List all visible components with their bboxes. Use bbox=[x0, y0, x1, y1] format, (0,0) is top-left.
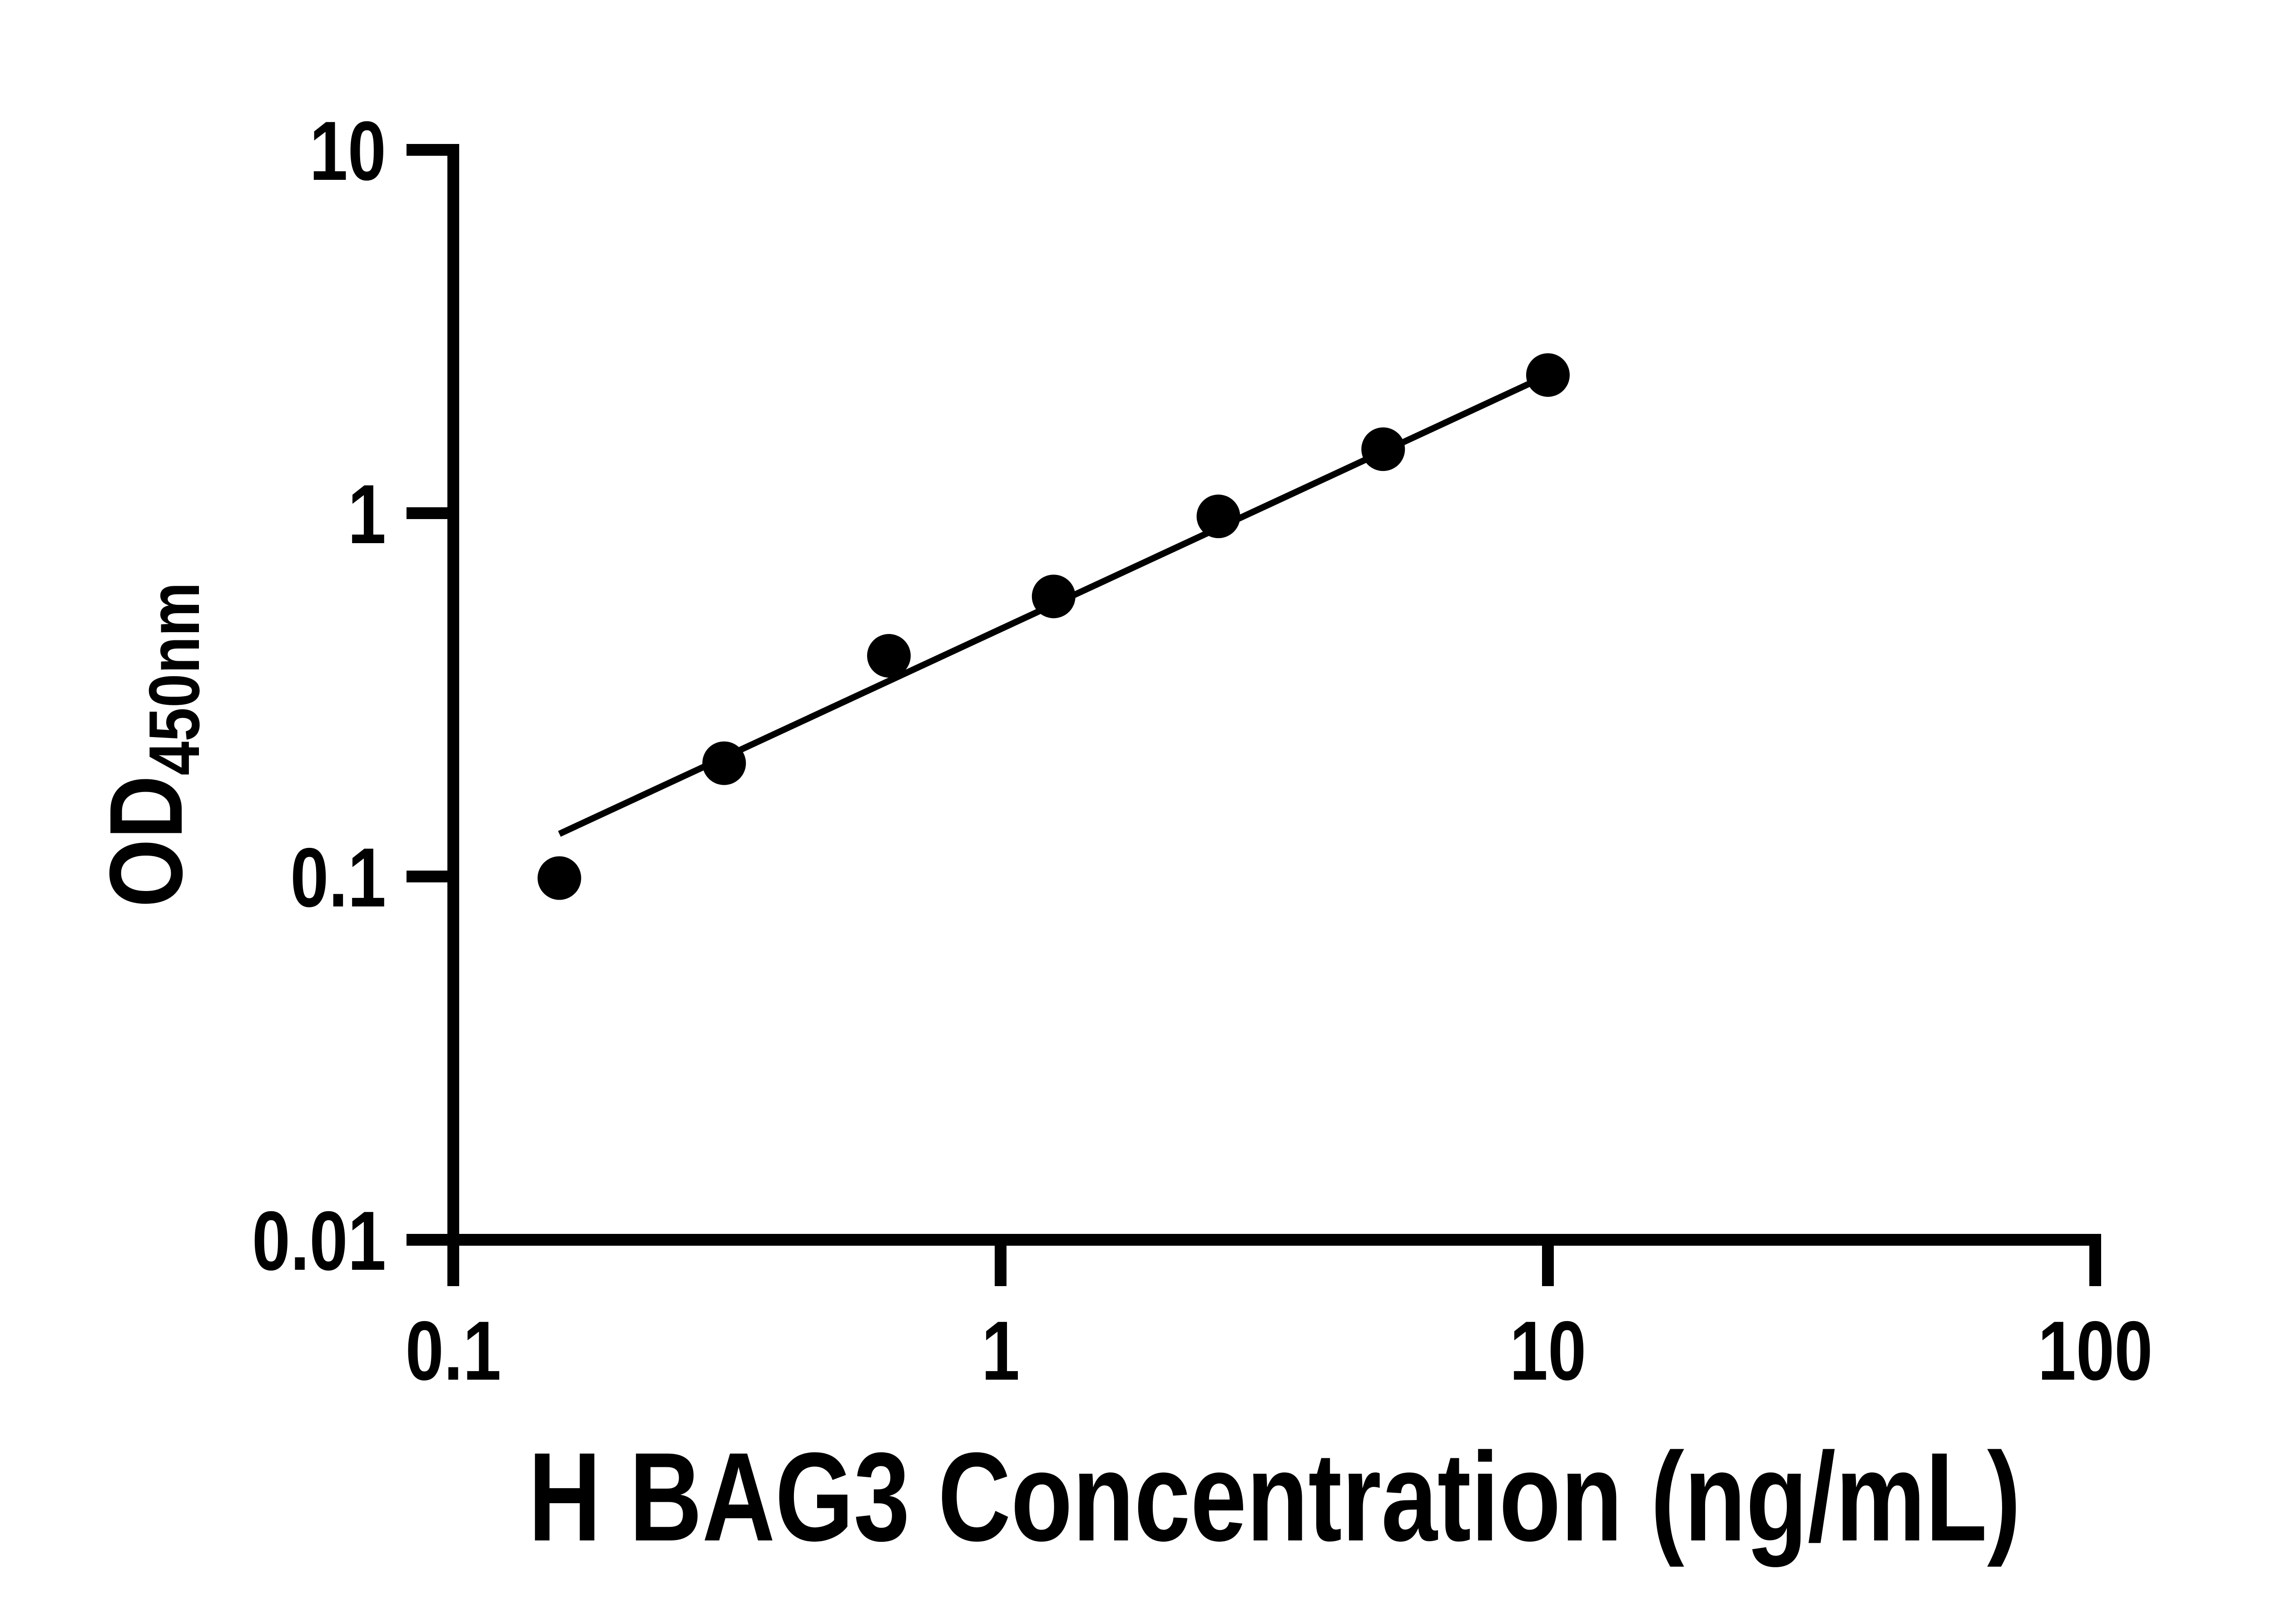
axes-layer bbox=[407, 144, 2101, 1286]
y-tick-label: 0.1 bbox=[290, 831, 386, 925]
y-tick-label: 0.01 bbox=[252, 1194, 386, 1288]
x-tick-label: 0.1 bbox=[406, 1304, 501, 1398]
y-axis-title: OD450nm bbox=[88, 582, 214, 907]
x-tick-label: 10 bbox=[1510, 1304, 1587, 1398]
y-tick-label: 1 bbox=[348, 467, 386, 561]
data-layer bbox=[537, 353, 1570, 900]
data-point bbox=[1031, 574, 1076, 619]
x-axis-title: H BAG3 Concentration (ng/mL) bbox=[528, 1426, 2021, 1567]
x-tick-label: 1 bbox=[982, 1304, 1020, 1398]
y-axis-title-main: OD bbox=[88, 775, 203, 907]
y-axis-title-subscript: 450nm bbox=[134, 582, 215, 775]
data-point bbox=[1526, 353, 1570, 397]
data-point bbox=[867, 634, 911, 678]
y-tick-label: 10 bbox=[309, 104, 386, 198]
data-point bbox=[702, 741, 746, 785]
data-point bbox=[537, 856, 581, 900]
data-point bbox=[1361, 427, 1405, 471]
x-tick-label: 100 bbox=[2038, 1304, 2152, 1398]
data-point bbox=[1196, 495, 1240, 539]
